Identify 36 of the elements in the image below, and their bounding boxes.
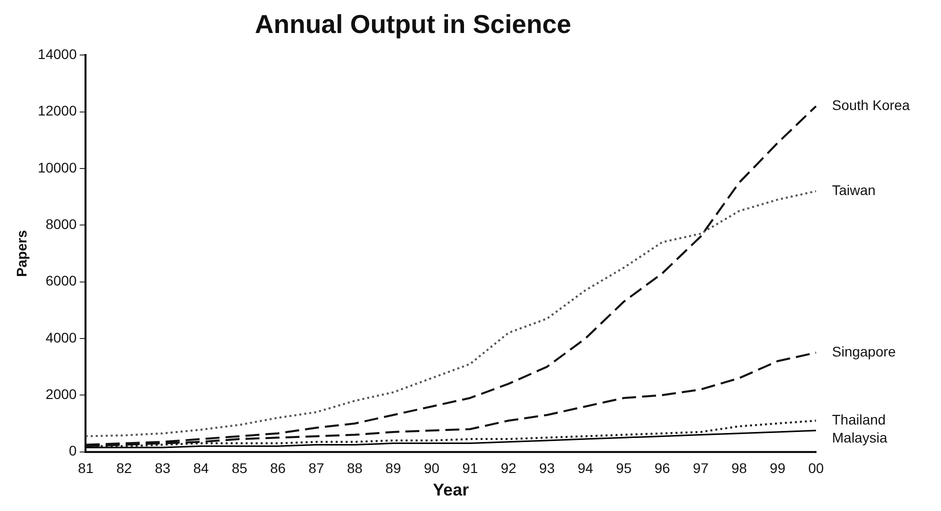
x-tick-label: 95 [616,460,632,476]
x-axis-title: Year [432,480,470,500]
x-tick-label: 00 [808,460,824,476]
x-tick-label: 83 [154,460,171,476]
x-tick-label: 82 [116,460,132,476]
series-label: Malaysia [832,430,888,446]
x-tick-label: 81 [78,460,94,476]
x-tick-label: 90 [424,460,440,476]
x-tick-label: 99 [770,460,786,476]
y-tick-label: 14000 [38,46,77,62]
y-tick-label: 12000 [38,102,77,119]
x-tick-label: 91 [462,460,478,476]
x-tick-label: 96 [654,460,670,476]
y-axis-title: Papers [13,230,30,277]
x-tick-label: 87 [308,460,324,476]
y-tick-label: 4000 [46,329,77,346]
x-tick-label: 92 [500,460,517,476]
x-tick-label: 88 [346,460,363,476]
x-tick-label: 93 [539,460,555,476]
x-tick-label: 97 [692,460,709,476]
x-tick-label: 89 [385,460,402,476]
y-tick-label: 2000 [46,386,77,402]
series-label: Singapore [832,344,896,360]
y-tick-label: 8000 [46,216,77,232]
y-tick-label: 6000 [46,272,77,289]
x-tick-label: 86 [270,460,286,476]
series-label: Taiwan [832,182,876,198]
y-tick-label: 10000 [38,159,77,176]
series-label: Thailand [832,412,886,428]
y-tick-label: 0 [68,442,77,459]
x-tick-label: 98 [731,460,748,476]
x-tick-label: 94 [578,460,594,476]
series-label: South Korea [832,97,910,114]
x-tick-label: 84 [193,460,210,476]
chart-title: Annual Output in Science [254,8,572,39]
x-tick-label: 85 [232,460,248,476]
